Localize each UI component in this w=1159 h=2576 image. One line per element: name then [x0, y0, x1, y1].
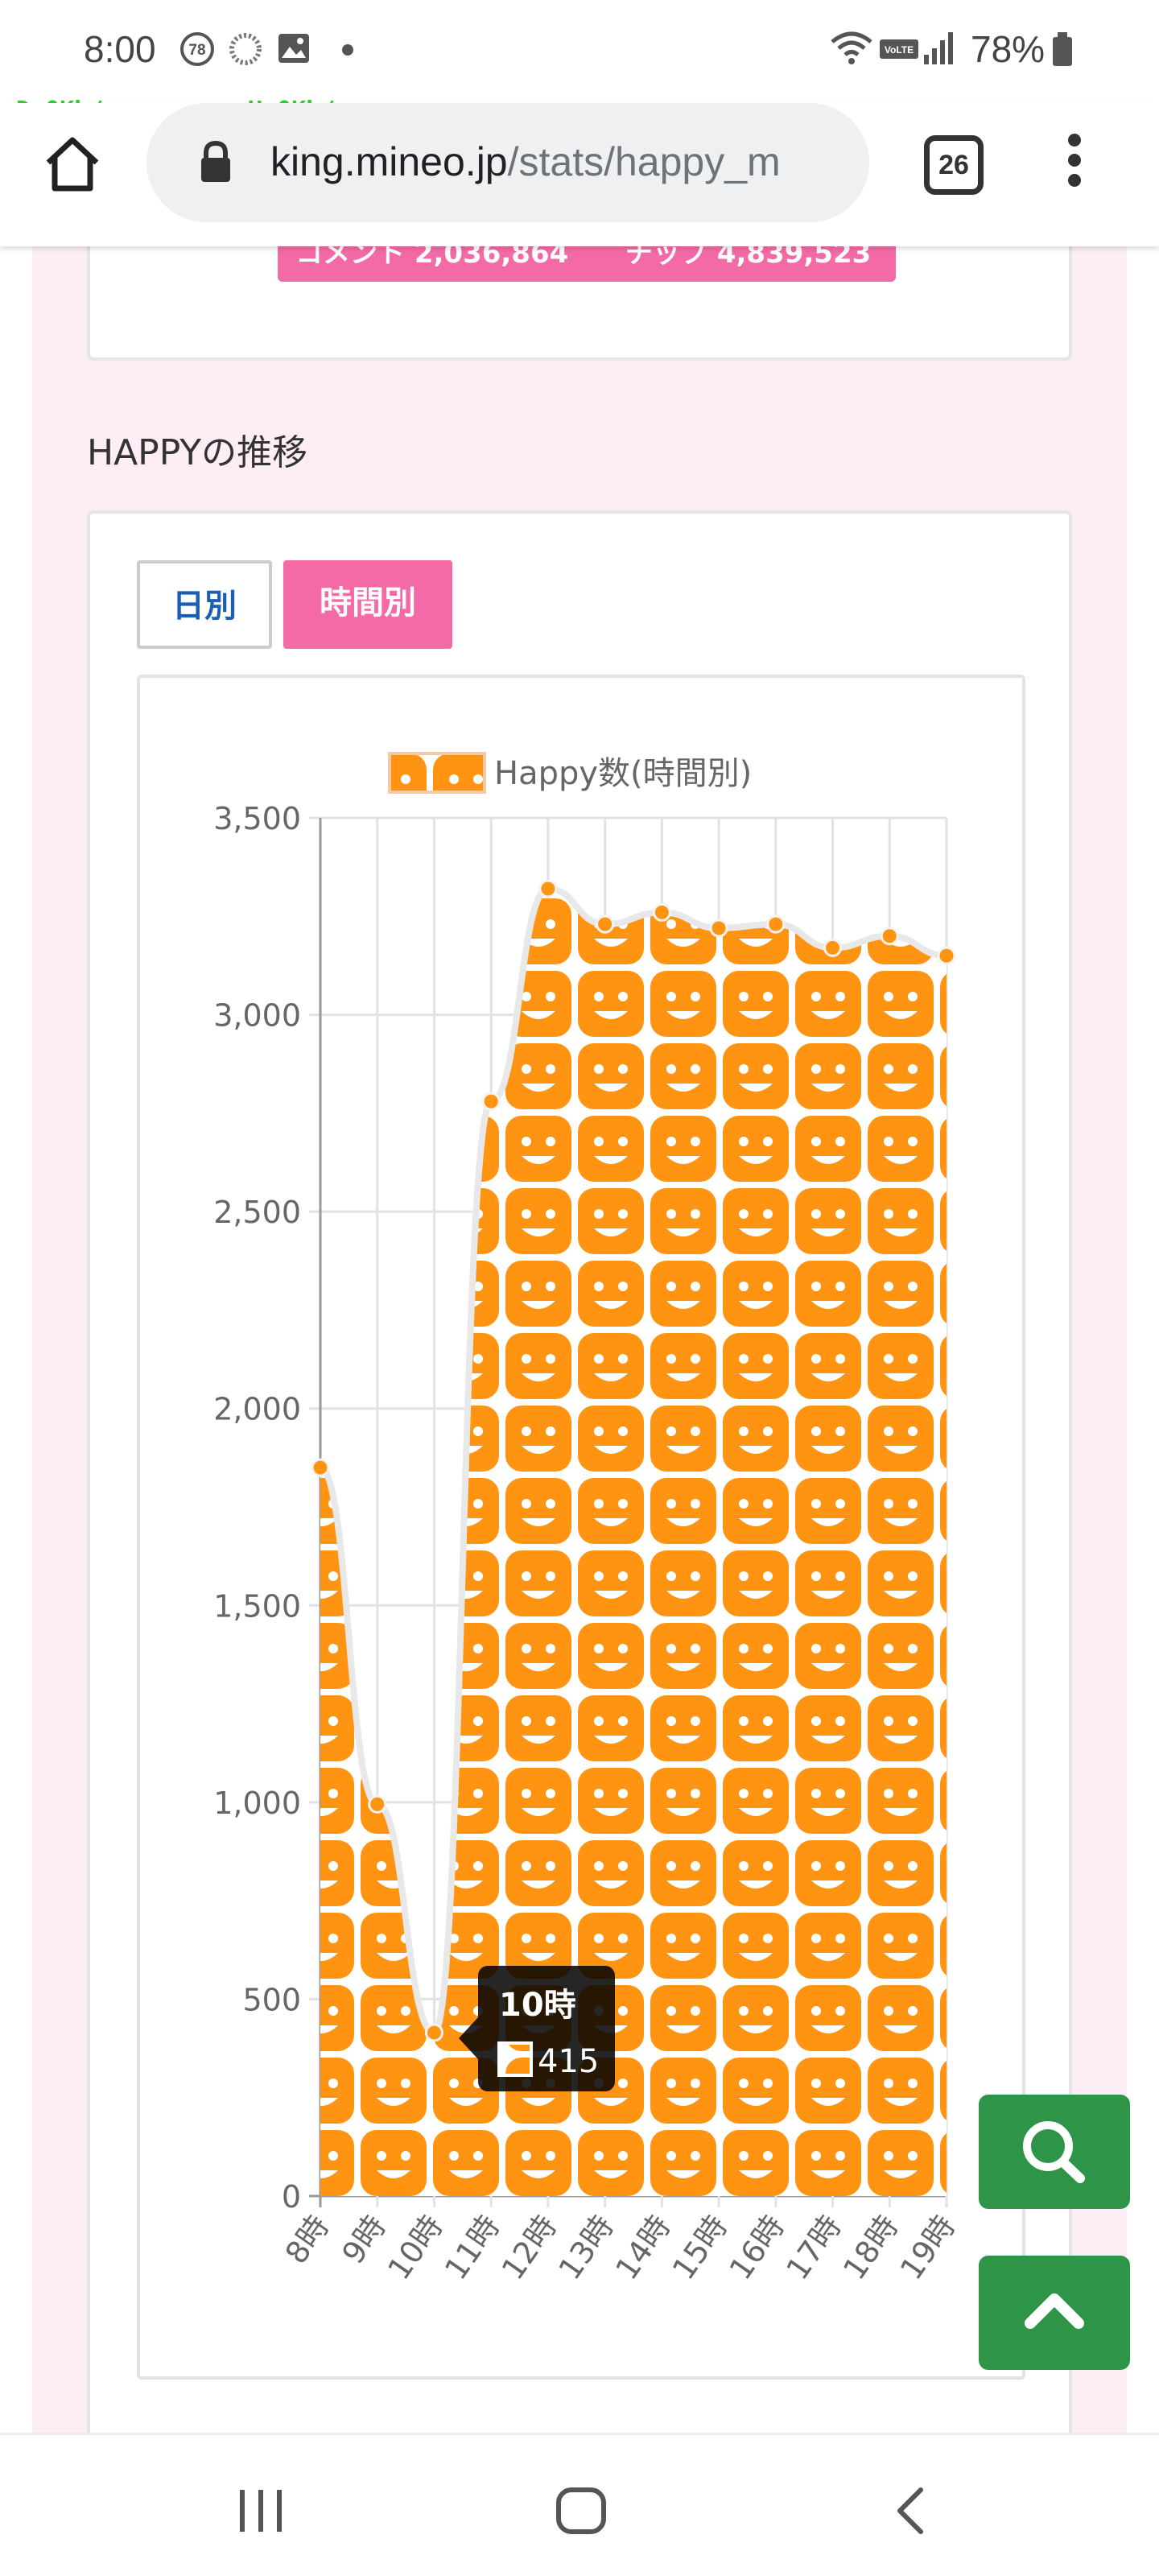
- data-point-9時: [368, 1794, 387, 1814]
- search-icon: [1023, 2121, 1085, 2183]
- tooltip-swatch: [497, 2041, 533, 2077]
- menu-dot-icon: [1068, 154, 1081, 167]
- svg-text:VoLTE: VoLTE: [885, 44, 914, 56]
- y-tick-label: 3,500: [213, 801, 301, 836]
- legend-label: Happy数(時間別): [494, 755, 752, 792]
- y-tick-label: 2,500: [213, 1195, 301, 1230]
- notification-count-text: 78: [188, 42, 205, 59]
- menu-dot-icon: [1068, 134, 1081, 147]
- battery-percent: 78%: [971, 28, 1046, 70]
- data-point-19時: [937, 946, 956, 965]
- recent-apps-button[interactable]: [235, 2487, 287, 2538]
- url-path: /stats/happy_m: [507, 139, 781, 184]
- tips-count: チップ 4,839,523: [625, 246, 872, 270]
- back-button[interactable]: [885, 2487, 937, 2538]
- recent-apps-icon: [240, 2490, 282, 2532]
- x-tick-label: 17時: [779, 2209, 848, 2286]
- dot-icon: [341, 43, 354, 60]
- url-text: king.mineo.jp/stats/happy_m: [270, 138, 850, 185]
- section-title: HAPPYの推移: [87, 432, 308, 473]
- loading-icon: [227, 31, 264, 71]
- x-tick-label: 10時: [381, 2209, 450, 2286]
- home-button[interactable]: [40, 132, 105, 196]
- signal-icon: [922, 31, 955, 69]
- browser-toolbar: king.mineo.jp/stats/happy_m 26: [0, 103, 1159, 246]
- system-nav-bar: [0, 2433, 1159, 2576]
- happy-line: [319, 886, 947, 2037]
- stats-badge: コメント 2,036,864 チップ 4,839,523: [278, 246, 896, 282]
- data-point-10時: [424, 2023, 443, 2042]
- data-point-11時: [481, 1092, 501, 1111]
- graph-card: 日別 時間別 0 500 1,000 1,500 2,000 2,500 3,000 3,50…: [87, 510, 1072, 2433]
- tooltip-value: 415: [538, 2043, 599, 2080]
- wifi-icon: [829, 29, 874, 71]
- page-content: コメント 2,036,864 チップ 4,839,523 HAPPYの推移 日別…: [0, 246, 1159, 2433]
- image-icon: [277, 32, 311, 68]
- x-tick-label: 11時: [438, 2209, 507, 2286]
- x-tick-label: 12時: [495, 2209, 564, 2286]
- status-bar: 8:00 78 VoLTE 78% D:0Kb/s U:0Kb/s: [0, 0, 1159, 125]
- url-host: king.mineo.jp: [270, 139, 508, 184]
- data-point-12時: [538, 879, 558, 898]
- menu-dot-icon: [1068, 174, 1081, 187]
- data-point-13時: [596, 914, 615, 934]
- x-tick-label: 14時: [608, 2209, 678, 2286]
- y-tick-label: 1,500: [213, 1588, 301, 1624]
- data-point-8時: [311, 1458, 330, 1477]
- tab-daily[interactable]: 日別: [137, 560, 272, 649]
- x-tick-label: 16時: [723, 2209, 792, 2286]
- back-icon: [897, 2487, 923, 2534]
- home-nav-icon: [556, 2487, 606, 2534]
- tab-hourly[interactable]: 時間別: [283, 560, 452, 649]
- x-tick-label: 15時: [666, 2209, 735, 2286]
- tooltip-title: 10時: [499, 1987, 576, 2024]
- search-button[interactable]: [979, 2095, 1130, 2209]
- data-point-17時: [823, 938, 843, 957]
- data-point-18時: [880, 927, 899, 946]
- legend-swatch: [388, 752, 486, 794]
- x-tick-label: 18時: [836, 2209, 905, 2286]
- tab-switcher-button[interactable]: 26: [924, 135, 984, 195]
- y-tick-label: 1,000: [213, 1785, 301, 1821]
- battery-icon: [1051, 32, 1074, 69]
- home-nav-button[interactable]: [555, 2487, 607, 2538]
- summary-card: コメント 2,036,864 チップ 4,839,523: [87, 246, 1072, 361]
- x-tick-label: 19時: [893, 2209, 963, 2286]
- x-tick-label: 8時: [278, 2209, 336, 2270]
- chevron-up-icon: [1025, 2293, 1084, 2329]
- y-tick-label: 3,000: [213, 998, 301, 1034]
- data-point-15時: [709, 919, 728, 938]
- y-tick-label: 2,000: [213, 1392, 301, 1427]
- notification-count-icon: 78: [179, 31, 216, 71]
- lock-icon: [198, 140, 233, 187]
- y-tick-label: 500: [242, 1982, 301, 2017]
- comments-count: コメント 2,036,864: [295, 246, 569, 270]
- x-tick-label: 13時: [551, 2209, 621, 2286]
- data-point-16時: [766, 914, 786, 934]
- more-menu-button[interactable]: [1062, 134, 1087, 198]
- address-bar[interactable]: king.mineo.jp/stats/happy_m: [146, 103, 869, 222]
- volte-icon: VoLTE: [879, 39, 919, 63]
- status-time: 8:00: [84, 28, 156, 70]
- chart-tooltip: 10時 415: [459, 1966, 615, 2091]
- happy-area: [320, 889, 947, 2196]
- chart-container: 0 500 1,000 1,500 2,000 2,500 3,000 3,500 8時 9時 10…: [137, 675, 1025, 2380]
- scroll-to-top-button[interactable]: [979, 2256, 1130, 2370]
- home-icon: [46, 137, 99, 192]
- y-tick-label: 0: [282, 2179, 301, 2215]
- data-point-14時: [652, 902, 671, 922]
